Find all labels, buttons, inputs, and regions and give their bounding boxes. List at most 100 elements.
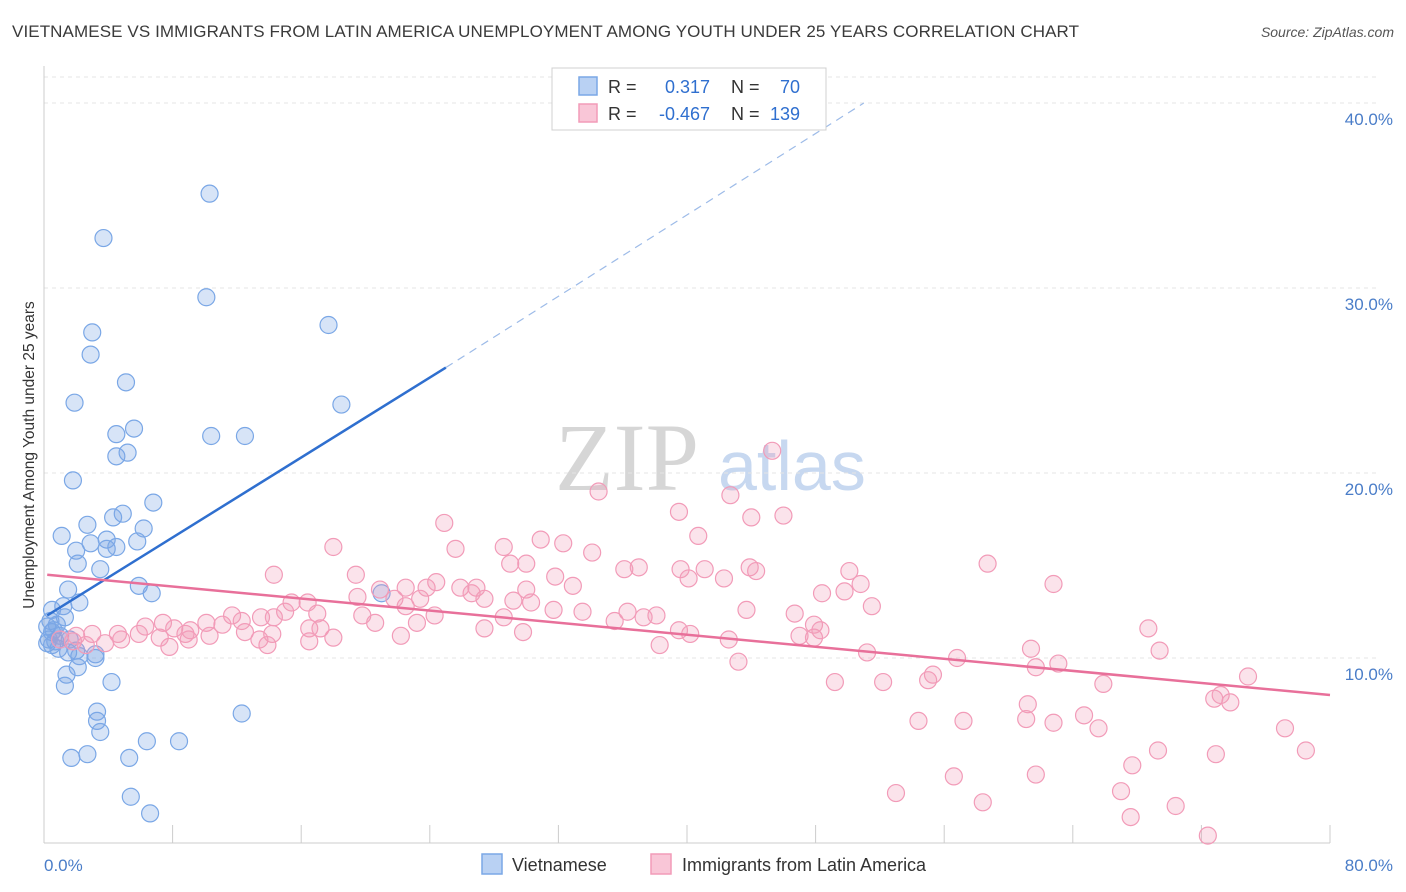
point-latin-america bbox=[812, 584, 832, 603]
point-latin-america bbox=[235, 622, 255, 642]
point-vietnamese bbox=[116, 373, 136, 392]
point-vietnamese bbox=[118, 443, 137, 462]
legend-n-value: 139 bbox=[770, 104, 800, 124]
point-latin-america bbox=[446, 539, 465, 558]
point-latin-america bbox=[947, 648, 967, 668]
point-latin-america bbox=[475, 619, 494, 638]
point-latin-america bbox=[1275, 719, 1295, 738]
point-vietnamese bbox=[104, 508, 123, 527]
point-latin-america bbox=[835, 582, 854, 601]
trend-lines bbox=[46, 102, 1331, 697]
point-latin-america bbox=[573, 602, 592, 621]
point-latin-america bbox=[554, 534, 573, 553]
y-tick-label: 30.0% bbox=[1345, 295, 1393, 314]
point-latin-america bbox=[348, 587, 367, 607]
point-latin-america bbox=[451, 578, 470, 597]
point-vietnamese bbox=[144, 493, 163, 512]
y-tick-label: 10.0% bbox=[1345, 665, 1393, 684]
point-latin-america bbox=[1121, 807, 1140, 827]
point-latin-america bbox=[1074, 706, 1094, 725]
point-latin-america bbox=[851, 574, 870, 594]
point-vietnamese bbox=[52, 526, 71, 546]
point-latin-america bbox=[521, 593, 541, 612]
point-vietnamese bbox=[200, 184, 219, 203]
point-latin-america bbox=[129, 624, 148, 644]
point-latin-america bbox=[840, 561, 859, 581]
point-latin-america bbox=[583, 543, 602, 562]
y-tick-label: 40.0% bbox=[1345, 110, 1393, 129]
point-latin-america bbox=[1206, 745, 1225, 764]
point-vietnamese bbox=[63, 471, 83, 490]
point-latin-america bbox=[76, 635, 95, 655]
point-latin-america bbox=[179, 630, 198, 649]
point-latin-america bbox=[370, 580, 390, 599]
point-vietnamese bbox=[121, 787, 140, 806]
point-vietnamese bbox=[78, 515, 97, 534]
point-latin-america bbox=[531, 530, 550, 549]
legend-n-label: N = bbox=[731, 77, 760, 97]
legend-swatch-vietnamese bbox=[481, 853, 503, 875]
point-latin-america bbox=[504, 591, 523, 610]
point-latin-america bbox=[258, 635, 277, 655]
x-tick-label: 0.0% bbox=[44, 856, 83, 875]
legend-r-value: 0.317 bbox=[665, 77, 710, 97]
point-vietnamese bbox=[81, 345, 100, 364]
point-latin-america bbox=[605, 611, 624, 631]
point-latin-america bbox=[165, 619, 184, 638]
point-vietnamese bbox=[62, 748, 81, 768]
y-axis-label: Unemployment Among Youth under 25 years bbox=[21, 301, 38, 609]
point-vietnamese bbox=[78, 745, 97, 764]
point-latin-america bbox=[276, 602, 295, 621]
point-latin-america bbox=[650, 635, 669, 655]
series-vietnamese bbox=[38, 184, 391, 823]
point-latin-america bbox=[721, 486, 740, 505]
point-latin-america bbox=[251, 608, 271, 627]
point-latin-america bbox=[1139, 619, 1158, 638]
point-latin-america bbox=[618, 602, 637, 621]
point-latin-america bbox=[774, 506, 793, 525]
point-latin-america bbox=[747, 561, 766, 581]
point-vietnamese bbox=[102, 672, 121, 692]
series-latin-america bbox=[50, 441, 1315, 845]
point-latin-america bbox=[411, 589, 430, 608]
point-vietnamese bbox=[87, 702, 107, 721]
point-latin-america bbox=[417, 578, 436, 597]
point-vietnamese bbox=[120, 748, 139, 768]
point-latin-america bbox=[695, 560, 714, 579]
legend-item-latin-america: Immigrants from Latin America bbox=[682, 855, 927, 875]
axes: 10.0% 20.0% 30.0% 40.0% 0.0% 80.0% bbox=[43, 66, 1393, 875]
point-latin-america bbox=[629, 558, 648, 577]
point-latin-america bbox=[615, 560, 634, 579]
point-vietnamese bbox=[91, 560, 110, 579]
source-label: Source: ZipAtlas.com bbox=[1260, 24, 1394, 40]
point-latin-america bbox=[669, 502, 689, 521]
point-latin-america bbox=[112, 630, 131, 649]
point-latin-america bbox=[427, 573, 446, 592]
point-latin-america bbox=[742, 508, 761, 527]
point-latin-america bbox=[300, 632, 319, 651]
legend-n-label: N = bbox=[731, 104, 760, 124]
watermark: ZIP atlas bbox=[555, 404, 866, 511]
point-latin-america bbox=[923, 665, 943, 684]
point-latin-america bbox=[978, 554, 997, 573]
legend-item-vietnamese: Vietnamese bbox=[512, 855, 607, 875]
point-latin-america bbox=[1166, 796, 1185, 816]
legend-n-value: 70 bbox=[780, 77, 800, 97]
point-latin-america bbox=[391, 626, 410, 645]
point-latin-america bbox=[886, 783, 906, 803]
point-latin-america bbox=[1150, 641, 1169, 660]
point-latin-america bbox=[714, 569, 734, 588]
point-vietnamese bbox=[332, 395, 351, 414]
point-latin-america bbox=[679, 569, 698, 588]
point-latin-america bbox=[153, 613, 173, 632]
point-latin-america bbox=[973, 793, 992, 812]
point-latin-america bbox=[737, 600, 756, 620]
point-vietnamese bbox=[65, 393, 84, 412]
x-tick-label: 80.0% bbox=[1345, 856, 1393, 875]
point-latin-america bbox=[909, 711, 928, 731]
point-latin-america bbox=[396, 578, 415, 597]
point-latin-america bbox=[311, 619, 330, 638]
point-latin-america bbox=[544, 600, 563, 620]
point-vietnamese bbox=[86, 648, 105, 668]
point-latin-america bbox=[1123, 756, 1142, 775]
